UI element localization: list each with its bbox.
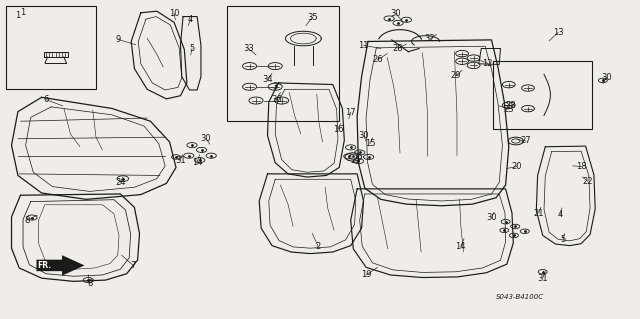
Text: 10: 10: [169, 9, 179, 18]
Text: 19: 19: [361, 271, 371, 279]
Text: 31: 31: [538, 274, 548, 283]
Text: S043-B4100C: S043-B4100C: [495, 294, 544, 300]
Text: 4: 4: [188, 15, 193, 24]
Text: 30: 30: [390, 9, 401, 18]
Text: 3: 3: [273, 82, 278, 91]
Text: 7: 7: [131, 261, 136, 270]
Text: 8: 8: [87, 279, 92, 288]
Text: 33: 33: [243, 44, 253, 53]
Text: 22: 22: [582, 177, 593, 186]
Text: 11: 11: [358, 41, 369, 50]
Text: 30: 30: [486, 213, 497, 222]
Text: 2: 2: [316, 242, 321, 251]
Bar: [493, 61, 592, 129]
Text: 1: 1: [15, 11, 20, 20]
Text: 32: 32: [425, 34, 435, 43]
Text: 27: 27: [521, 137, 531, 145]
Text: 5: 5: [561, 235, 566, 244]
Text: 14: 14: [192, 158, 202, 167]
Text: 35: 35: [307, 13, 317, 22]
Text: 36: 36: [271, 95, 282, 104]
Bar: [227, 6, 339, 121]
Text: 24: 24: [115, 178, 125, 187]
Text: 29: 29: [451, 71, 461, 80]
Text: 14: 14: [456, 242, 466, 251]
Text: 13: 13: [553, 28, 563, 37]
Text: 8: 8: [24, 216, 29, 225]
Text: 30: 30: [201, 134, 211, 143]
Text: 28: 28: [506, 101, 516, 110]
Text: 28: 28: [393, 44, 403, 53]
Text: 6: 6: [44, 95, 49, 104]
Text: 15: 15: [365, 139, 375, 148]
Text: 26: 26: [372, 56, 383, 64]
Text: 4: 4: [558, 210, 563, 219]
Text: 31: 31: [175, 156, 186, 165]
Text: 23: 23: [504, 105, 514, 114]
Text: 5: 5: [189, 44, 195, 53]
Bar: [6, 6, 96, 89]
Text: 9: 9: [116, 35, 121, 44]
Text: 30: 30: [358, 131, 369, 140]
Text: FR.: FR.: [38, 261, 52, 270]
Text: 21: 21: [534, 209, 544, 218]
Text: 16: 16: [333, 125, 343, 134]
Text: 34: 34: [262, 75, 273, 84]
Text: 25: 25: [350, 156, 360, 165]
Text: 18: 18: [576, 162, 586, 171]
Polygon shape: [36, 255, 84, 276]
Text: 1: 1: [20, 8, 25, 17]
Text: 30: 30: [602, 73, 612, 82]
Text: 12: 12: [483, 59, 493, 68]
Text: 17: 17: [346, 108, 356, 117]
Text: 20: 20: [512, 162, 522, 171]
